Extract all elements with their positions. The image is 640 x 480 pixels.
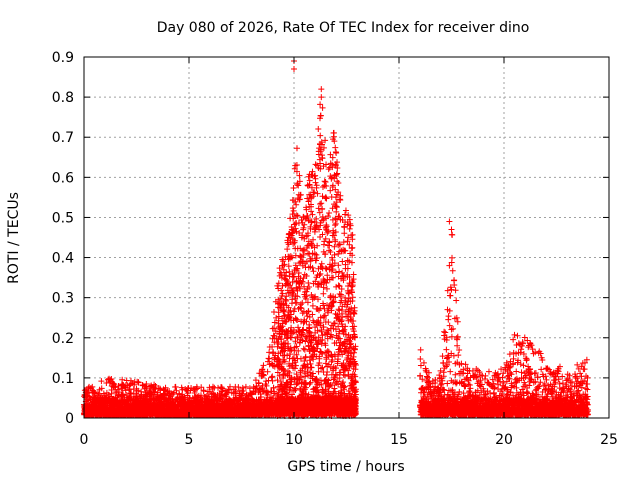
data-point <box>317 112 324 119</box>
data-point <box>308 364 315 371</box>
data-point <box>311 294 318 301</box>
data-point <box>107 376 114 383</box>
data-point <box>319 155 326 162</box>
data-point <box>98 385 105 392</box>
data-point <box>298 305 305 312</box>
data-point <box>86 393 93 400</box>
data-point <box>135 387 142 394</box>
data-point <box>318 260 325 267</box>
data-point <box>98 378 105 385</box>
data-point <box>120 391 127 398</box>
data-point <box>293 145 300 152</box>
data-point <box>319 213 326 220</box>
data-point <box>260 362 267 369</box>
data-point <box>309 211 316 218</box>
data-point <box>287 351 294 358</box>
data-point <box>305 280 312 287</box>
data-point <box>116 389 123 396</box>
data-point <box>91 389 98 396</box>
data-point <box>315 125 322 132</box>
data-point <box>264 368 271 375</box>
data-point <box>266 355 273 362</box>
data-point <box>309 302 316 309</box>
data-point <box>134 393 141 400</box>
data-point <box>96 391 103 398</box>
data-point <box>306 381 313 388</box>
data-point <box>318 200 325 207</box>
data-point <box>131 381 138 388</box>
data-point <box>284 246 291 253</box>
data-point <box>114 386 121 393</box>
data-point <box>139 382 146 389</box>
data-point <box>252 377 259 384</box>
data-point <box>289 205 296 212</box>
data-point <box>320 290 327 297</box>
chart-title: Day 080 of 2026, Rate Of TEC Index for r… <box>157 20 530 36</box>
data-point <box>108 375 115 382</box>
data-point <box>269 377 276 384</box>
data-point <box>294 380 301 387</box>
data-point <box>314 306 321 313</box>
data-point <box>239 384 246 391</box>
data-point <box>135 379 142 386</box>
data-point <box>312 161 319 168</box>
data-point <box>313 251 320 258</box>
data-point <box>314 190 321 197</box>
data-points <box>80 58 591 419</box>
data-point <box>172 383 179 390</box>
data-point <box>317 132 324 139</box>
data-point <box>122 387 129 394</box>
data-point <box>119 376 126 383</box>
data-point <box>290 207 297 214</box>
data-point <box>277 269 284 276</box>
data-point <box>306 251 313 258</box>
data-point <box>321 178 328 185</box>
data-point <box>268 374 275 381</box>
data-point <box>128 390 135 397</box>
